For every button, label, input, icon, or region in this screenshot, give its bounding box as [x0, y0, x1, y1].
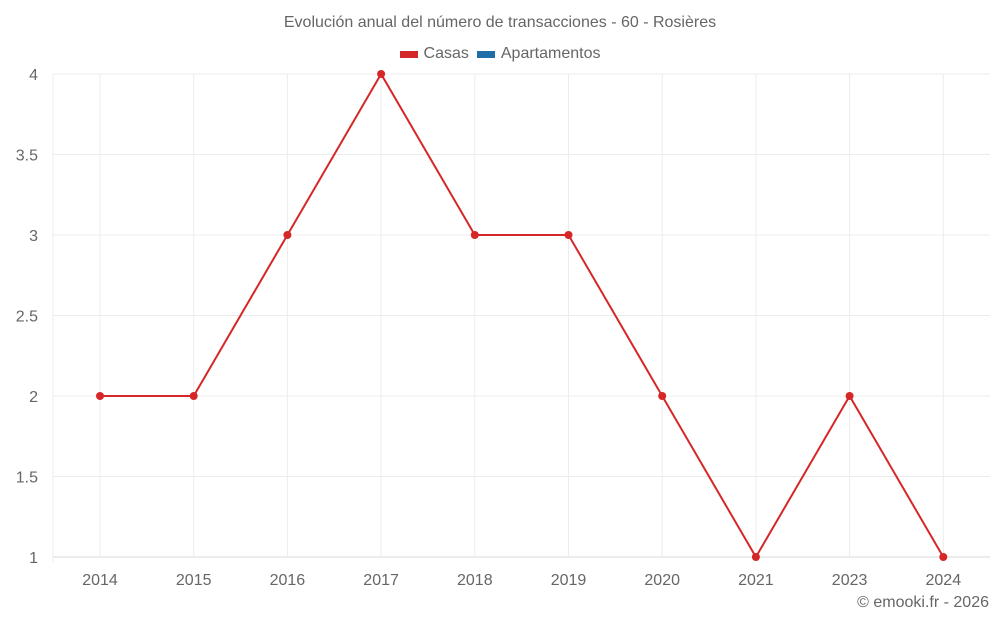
legend-label-casas: Casas — [423, 45, 469, 62]
data-point[interactable] — [283, 231, 292, 239]
x-tick-label: 2017 — [363, 572, 399, 589]
y-tick-label: 4 — [29, 67, 38, 84]
legend: Casas Apartamentos — [0, 45, 1000, 63]
y-tick-label: 2 — [29, 389, 38, 406]
x-tick-label: 2019 — [551, 572, 587, 589]
y-tick-label: 3.5 — [16, 148, 38, 165]
data-point[interactable] — [939, 553, 948, 561]
legend-item-casas[interactable]: Casas — [399, 45, 469, 63]
x-tick-label: 2023 — [832, 572, 868, 589]
x-tick-label: 2020 — [644, 572, 680, 589]
series-casas — [96, 70, 948, 561]
legend-swatch-casas — [399, 50, 418, 58]
data-point[interactable] — [470, 231, 479, 239]
credit-text: © emooki.fr - 2026 — [857, 594, 989, 611]
data-point[interactable] — [189, 392, 198, 400]
legend-swatch-apartamentos — [476, 50, 495, 58]
x-tick-label: 2024 — [926, 572, 962, 589]
x-tick-label: 2016 — [270, 572, 306, 589]
data-point[interactable] — [845, 392, 854, 400]
y-axis: 1 1.5 2 2.5 3 3.5 4 — [16, 67, 38, 567]
x-tick-label: 2018 — [457, 572, 493, 589]
data-point[interactable] — [658, 392, 667, 400]
legend-item-apartamentos[interactable]: Apartamentos — [476, 45, 601, 63]
y-tick-label: 1.5 — [16, 470, 38, 487]
legend-label-apartamentos: Apartamentos — [500, 45, 601, 62]
data-point[interactable] — [377, 70, 386, 78]
x-tick-label: 2015 — [176, 572, 212, 589]
data-point[interactable] — [96, 392, 104, 400]
data-point[interactable] — [751, 553, 760, 561]
y-tick-label: 3 — [29, 228, 38, 245]
series-line — [100, 72, 945, 559]
y-tick-label: 2.5 — [16, 309, 38, 326]
x-tick-label: 2021 — [738, 572, 774, 589]
chart-title: Evolución anual del número de transaccio… — [283, 14, 717, 31]
grid-lines — [52, 73, 990, 562]
x-axis: 2014 2015 2016 2017 2018 2019 2020 2021 2023 2024 — [82, 572, 961, 589]
data-point[interactable] — [564, 231, 573, 239]
x-tick-label: 2014 — [82, 572, 118, 589]
y-tick-label: 1 — [29, 550, 38, 567]
